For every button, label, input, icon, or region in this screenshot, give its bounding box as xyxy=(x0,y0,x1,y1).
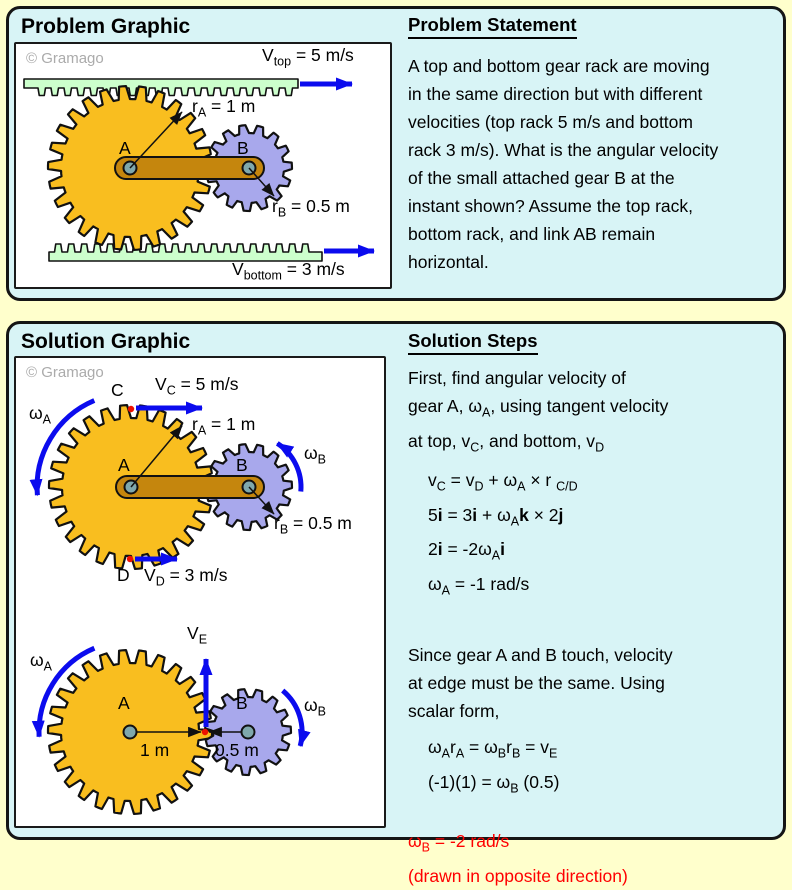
text-line: bottom rack, and link AB remain xyxy=(408,224,656,244)
worksheet-page: { "colors": { "page_bg": "#FFFFCC", "pan… xyxy=(6,6,786,886)
omega-b-label-2: ωB xyxy=(304,695,327,719)
text-line: at top, vC, and bottom, vD xyxy=(408,430,605,455)
problem-statement-heading: Problem Statement xyxy=(408,14,577,39)
problem-statement-text: A top and bottom gear rack are moving in … xyxy=(408,52,782,276)
pin-b-2 xyxy=(240,724,256,740)
point-e-dot xyxy=(201,728,209,736)
link-ab xyxy=(114,156,265,180)
point-c-label: C xyxy=(111,380,124,400)
point-d-label: D xyxy=(117,565,130,585)
text-line: (drawn in opposite direction) xyxy=(408,865,628,886)
steps-paragraph-1: First, find angular velocity of gear A, ω… xyxy=(408,364,782,461)
problem-statement-column: Problem Statement A top and bottom gear … xyxy=(408,14,782,276)
radius-b-label: rB = 0.5 m xyxy=(272,196,350,220)
radius-a-label: rA = 1 m xyxy=(192,414,256,438)
problem-panel: Problem Graphic © Gramago Vto xyxy=(6,6,786,301)
gear-b-label-2: B xyxy=(236,693,248,713)
steps-paragraph-2: Since gear A and B touch, velocity at edg… xyxy=(408,641,782,725)
text-line: ωB = -2 rad/s xyxy=(408,831,510,855)
vc-label: VC = 5 m/s xyxy=(155,374,239,398)
steps-equations-1: vC = vD + ωA × r C/D 5i = 3i + ωAk × 2j 2i… xyxy=(428,466,782,604)
gear-b-label: B xyxy=(237,138,249,158)
solution-panel: Solution Graphic xyxy=(6,321,786,886)
distance-1m-label: 1 m xyxy=(140,740,170,760)
text-line: First, find angular velocity of xyxy=(408,368,626,388)
gear-b-label: B xyxy=(236,455,248,475)
gear-a-label-2: A xyxy=(118,693,130,713)
text-line: vC = vD + ωA × r C/D xyxy=(428,470,578,494)
text-line: horizontal. xyxy=(408,252,489,272)
text-line: in the same direction but with different xyxy=(408,84,703,104)
radius-a-label: rA = 1 m xyxy=(192,96,256,120)
radius-b-label: rB = 0.5 m xyxy=(274,513,352,537)
vd-label: VD = 3 m/s xyxy=(144,565,228,589)
vbottom-label: Vbottom = 3 m/s xyxy=(232,259,345,283)
text-line: at edge must be the same. Using xyxy=(408,673,665,693)
text-line: (-1)(1) = ωB (0.5) xyxy=(428,771,560,796)
top-rack xyxy=(23,78,299,97)
radius-b-arrow xyxy=(248,486,275,515)
radius-a-arrow xyxy=(130,425,183,488)
solution-steps-heading: Solution Steps xyxy=(408,330,538,355)
text-line: instant shown? Assume the top rack, xyxy=(408,196,694,216)
text-line: gear A, ωA, using tangent velocity xyxy=(408,396,669,420)
text-line: rack 3 m/s). What is the angular velocit… xyxy=(408,140,719,160)
link-ab xyxy=(115,475,265,499)
text-line: ωArA = ωBrB = vE xyxy=(428,737,558,761)
omega-a-label: ωA xyxy=(29,403,52,427)
gear-a-label: A xyxy=(119,138,131,158)
distance-05m-label: 0.5 m xyxy=(215,740,259,760)
text-line: A top and bottom gear rack are moving xyxy=(408,56,710,76)
omega-a-arc-arrow-2 xyxy=(31,645,96,738)
text-line: of the small attached gear B at the xyxy=(408,168,675,188)
text-line: Since gear A and B touch, velocity xyxy=(408,645,673,665)
radius-b-arrow xyxy=(248,167,275,197)
text-line: scalar form, xyxy=(408,701,500,721)
text-line: ωA = -1 rad/s xyxy=(428,573,530,598)
point-d-dot xyxy=(126,555,134,563)
problem-diagram xyxy=(23,77,375,262)
solution-diagram xyxy=(29,398,311,815)
vtop-label: Vtop = 5 m/s xyxy=(262,45,354,69)
text-line: 5i = 3i + ωAk × 2j xyxy=(428,504,564,529)
steps-result: ωB = -2 rad/s (drawn in opposite directio… xyxy=(408,827,782,890)
gear-a-label: A xyxy=(118,455,130,475)
omega-a-arc-arrow xyxy=(29,398,96,497)
pin-a-2 xyxy=(122,724,138,740)
omega-b-label: ωB xyxy=(304,443,327,467)
omega-b-arc-arrow-2 xyxy=(281,688,311,747)
problem-graphic-box: © Gramago Vtop = 5 m/s rA = 1 m A B rB =… xyxy=(14,42,392,289)
problem-graphic-title: Problem Graphic xyxy=(21,15,191,38)
text-line: 2i = -2ωAi xyxy=(428,539,505,563)
ve-label: VE xyxy=(187,623,208,647)
solution-steps-column: Solution Steps First, find angular veloc… xyxy=(408,330,782,890)
solution-graphic-box: © Gramago C VC = 5 m/s ωA rA = 1 m A B ω… xyxy=(14,356,386,828)
omega-b-arc-arrow xyxy=(275,441,304,492)
steps-equations-2: ωArA = ωBrB = vE (-1)(1) = ωB (0.5) xyxy=(428,733,782,802)
solution-graphic-title: Solution Graphic xyxy=(21,330,191,353)
copyright-watermark: © Gramago xyxy=(26,364,104,381)
bottom-rack xyxy=(48,243,323,262)
point-c-dot xyxy=(127,405,135,413)
text-line: velocities (top rack 5 m/s and bottom xyxy=(408,112,693,132)
copyright-watermark: © Gramago xyxy=(26,50,104,67)
radius-a-arrow xyxy=(129,111,183,169)
omega-a-label-2: ωA xyxy=(30,650,53,674)
